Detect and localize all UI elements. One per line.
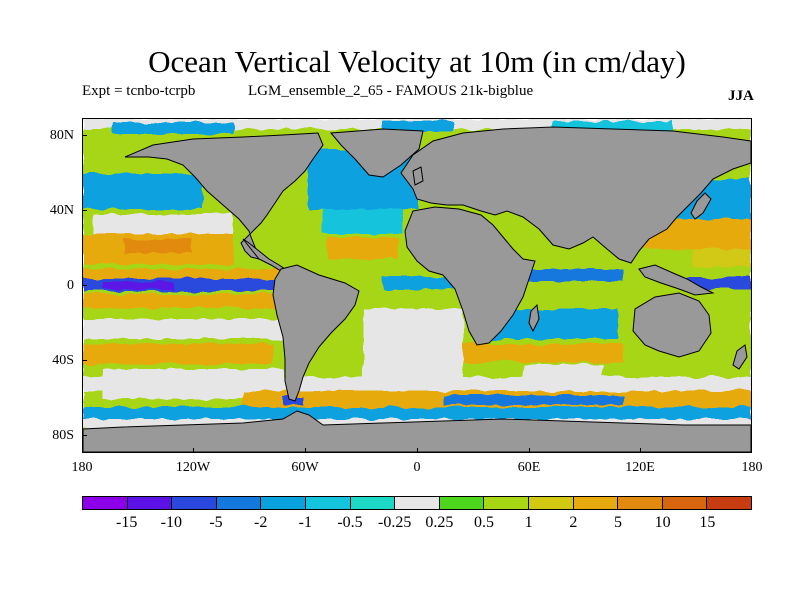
lat-label-40n: 40N — [34, 203, 74, 219]
colorbar-swatch — [306, 497, 351, 509]
colorbar-tick-label: -1 — [280, 514, 330, 532]
lon-label-120w: 120W — [163, 460, 223, 476]
colorbar-tick-label: 0.5 — [459, 514, 509, 532]
ensemble-label: LGM_ensemble_2_65 - FAMOUS 21k-bigblue — [248, 83, 533, 100]
lon-label-180e: 180 — [722, 460, 782, 476]
map-panel — [82, 118, 752, 453]
lon-tick — [305, 448, 306, 453]
colorbar-swatch — [128, 497, 173, 509]
lat-tick — [82, 285, 87, 286]
colorbar-swatch — [261, 497, 306, 509]
colorbar-tick-label: 5 — [593, 514, 643, 532]
lat-label-80s: 80S — [34, 428, 74, 444]
season-label: JJA — [728, 88, 754, 105]
field-arctic-blue — [113, 122, 233, 134]
lon-tick — [417, 448, 418, 453]
colorbar-swatch — [351, 497, 396, 509]
lon-label-60e: 60E — [499, 460, 559, 476]
lon-label-60w: 60W — [275, 460, 335, 476]
field-natl-orange — [328, 237, 398, 259]
colorbar-swatch — [529, 497, 574, 509]
experiment-label: Expt = tcnbo-tcrpb — [82, 83, 195, 100]
colorbar-tick-label: -15 — [102, 514, 152, 532]
field-so-blue — [83, 407, 751, 419]
lat-label-equator: 0 — [34, 278, 74, 294]
colorbar-swatch — [83, 497, 128, 509]
land-uk — [413, 167, 423, 185]
colorbar-swatch — [172, 497, 217, 509]
colorbar-tick-label: 15 — [682, 514, 732, 532]
colorbar-tick-label: 0.25 — [414, 514, 464, 532]
colorbar-tick-label: -5 — [191, 514, 241, 532]
field-spac-orange — [83, 344, 273, 364]
colorbar-tick-label: -0.25 — [370, 514, 420, 532]
colorbar-swatch — [663, 497, 708, 509]
colorbar-swatch — [217, 497, 262, 509]
lat-tick — [82, 135, 87, 136]
colorbar-tick-label: -2 — [236, 514, 286, 532]
velocity-map — [83, 119, 751, 452]
colorbar-swatch — [440, 497, 485, 509]
lon-tick — [640, 448, 641, 453]
lon-tick — [193, 448, 194, 453]
colorbar-tick-label: 10 — [638, 514, 688, 532]
field-npac-darkorange — [123, 239, 193, 253]
colorbar-tick-label: -10 — [146, 514, 196, 532]
field-so-deepblue — [443, 395, 623, 405]
lat-tick — [82, 210, 87, 211]
field-eq-south-orange — [83, 294, 293, 308]
colorbar-tick-label: 2 — [548, 514, 598, 532]
lon-tick — [529, 448, 530, 453]
lat-label-80n: 80N — [34, 128, 74, 144]
field-eq-pac-violet — [103, 282, 173, 289]
lat-tick — [82, 435, 87, 436]
lon-label-180w: 180 — [52, 460, 112, 476]
colorbar-tick-label: 1 — [504, 514, 554, 532]
colorbar — [82, 496, 752, 510]
field-satl-white — [363, 309, 463, 379]
colorbar-swatch — [707, 497, 751, 509]
map-title: Ocean Vertical Velocity at 10m (in cm/da… — [0, 44, 800, 80]
field-npac-white — [93, 214, 233, 234]
field-so-white — [83, 377, 751, 391]
lat-tick — [82, 360, 87, 361]
colorbar-tick-label: -0.5 — [325, 514, 375, 532]
field-natl-cyan — [323, 209, 403, 234]
colorbar-swatch — [574, 497, 619, 509]
lat-label-40s: 40S — [34, 353, 74, 369]
field-eq-north-orange — [83, 269, 283, 279]
colorbar-swatch — [484, 497, 529, 509]
field-ind-orange — [463, 344, 623, 362]
field-npac-blue — [83, 174, 203, 209]
lon-label-0: 0 — [387, 460, 447, 476]
colorbar-swatch — [395, 497, 440, 509]
colorbar-swatch — [618, 497, 663, 509]
lon-label-120e: 120E — [610, 460, 670, 476]
field-spac-white — [83, 319, 283, 339]
field-wpac-yellow — [693, 249, 751, 267]
